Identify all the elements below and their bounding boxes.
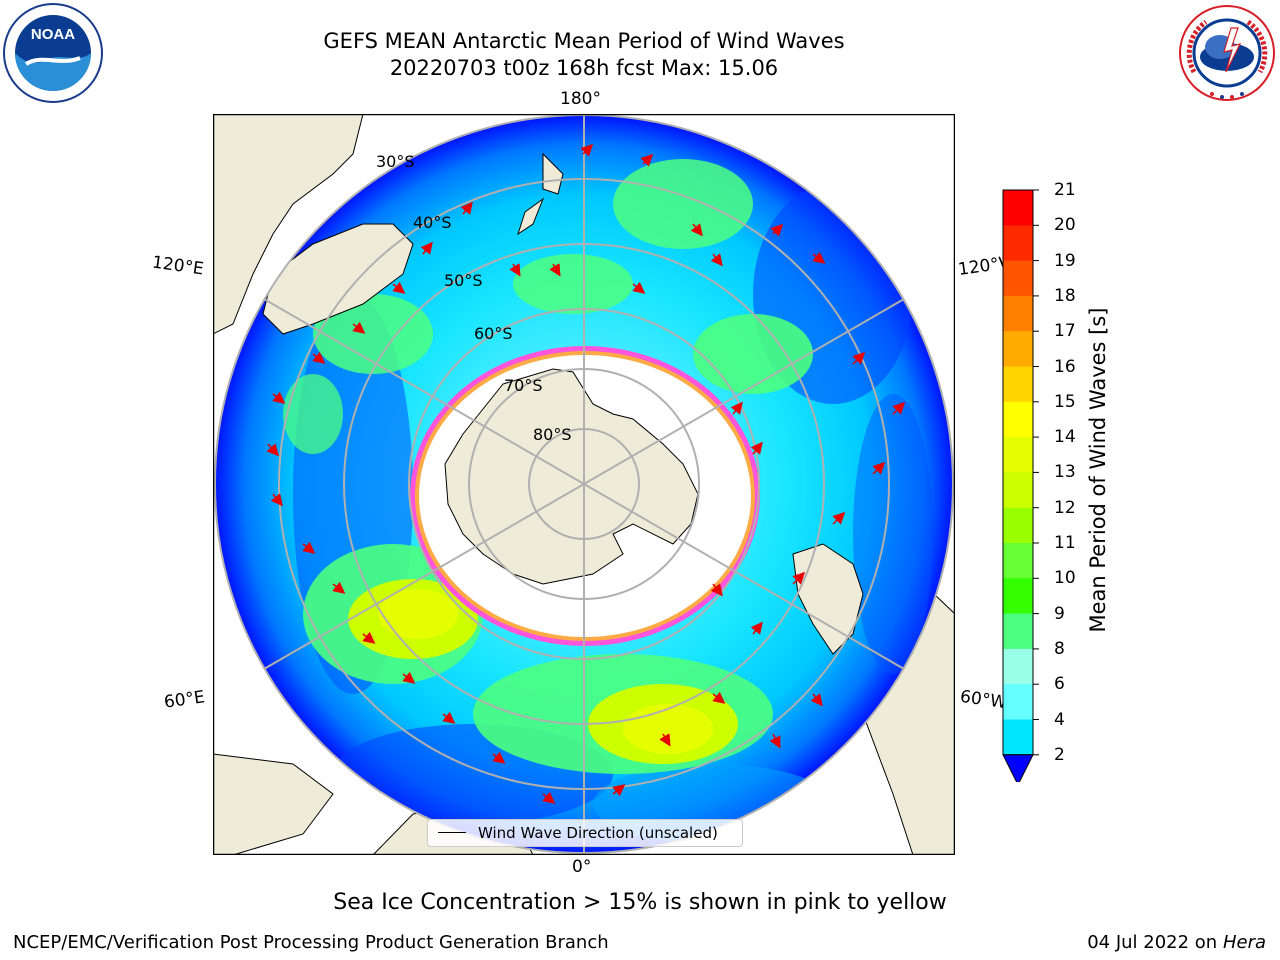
colorbar-tick-label: 18 [1054,285,1076,306]
colorbar-tick-label: 9 [1054,603,1065,624]
lon-label-60e: 60°E [162,687,207,713]
australia [262,223,414,335]
colorbar-tick-label: 4 [1054,709,1065,730]
wave-direction-arrows [266,143,906,804]
colorbar-tick-label: 10 [1054,568,1076,589]
lat-label-80s: 80°S [533,425,572,444]
colorbar-extend-arrow [1002,754,1034,782]
chart-subtitle: 20220703 t00z 168h fcst Max: 15.06 [389,56,779,80]
colorbar-tick-label: 14 [1054,427,1076,448]
colorbar-tick-label: 17 [1054,321,1076,342]
colorbar-segment [1003,331,1033,367]
colorbar-tick-label: 20 [1054,215,1076,236]
caption: Sea Ice Concentration > 15% is shown in … [333,890,947,915]
colorbar-tick-label: 15 [1054,391,1076,412]
colorbar [1002,189,1039,782]
graticule [214,114,954,854]
lon-label-180: 180° [560,89,601,109]
colorbar-tick-label: 19 [1054,250,1076,271]
footer-date: 04 Jul 2022 on Hera [1087,932,1266,953]
legend-line-sample [438,832,466,833]
noaa-logo: NOAA [3,3,103,103]
colorbar-segment [1003,437,1033,473]
colorbar-tick-label: 6 [1054,674,1065,695]
colorbar-segment [1003,401,1033,438]
colorbar-segment [1003,578,1033,615]
colorbar-tick-label: 11 [1054,533,1076,553]
colorbar-segment [1003,507,1033,544]
map-legend: Wind Wave Direction (unscaled) [427,819,743,847]
colorbar-segment [1003,295,1033,332]
footer-credit: NCEP/EMC/Verification Post Processing Pr… [13,932,609,953]
colorbar-segment [1003,543,1033,579]
chart-title: GEFS MEAN Antarctic Mean Period of Wind … [323,29,845,53]
colorbar-segment [1003,472,1033,509]
new-zealand-south [517,197,545,236]
footer-date-text: 04 Jul 2022 on [1087,932,1223,953]
colorbar-tick-label: 16 [1054,356,1076,377]
noaa-logo-text: NOAA [31,26,75,43]
lon-label-0: 0° [572,857,592,877]
colorbar-segment [1003,225,1033,262]
lat-label-30s: 30°S [376,152,415,171]
colorbar-title: Mean Period of Wind Waves [s] [1086,307,1110,633]
colorbar-segment [1003,719,1033,756]
south-america [792,543,864,655]
colorbar-tick-label: 13 [1054,462,1076,483]
colorbar-tick-label: 2 [1054,744,1065,765]
map-frame [213,114,955,855]
lat-label-40s: 40°S [413,213,452,232]
new-zealand-north [542,152,564,195]
colorbar-segment [1003,190,1033,226]
lat-label-60s: 60°S [474,324,513,343]
colorbar-segment [1003,684,1033,720]
colorbar-segment [1003,260,1033,297]
colorbar-tick-label: 8 [1054,638,1065,659]
lat-label-50s: 50°S [444,271,483,290]
lat-label-70s: 70°S [504,376,543,395]
footer-host: Hera [1222,932,1266,953]
colorbar-tick-label: 12 [1054,497,1076,518]
colorbar-segment [1003,366,1033,403]
legend-label: Wind Wave Direction (unscaled) [478,824,718,842]
nws-logo [1178,4,1276,102]
colorbar-segment [1003,613,1033,650]
lon-label-120e: 120°E [150,252,205,280]
colorbar-tick-label: 21 [1054,180,1076,200]
colorbar-segment [1003,648,1033,685]
map-panel [213,114,955,855]
